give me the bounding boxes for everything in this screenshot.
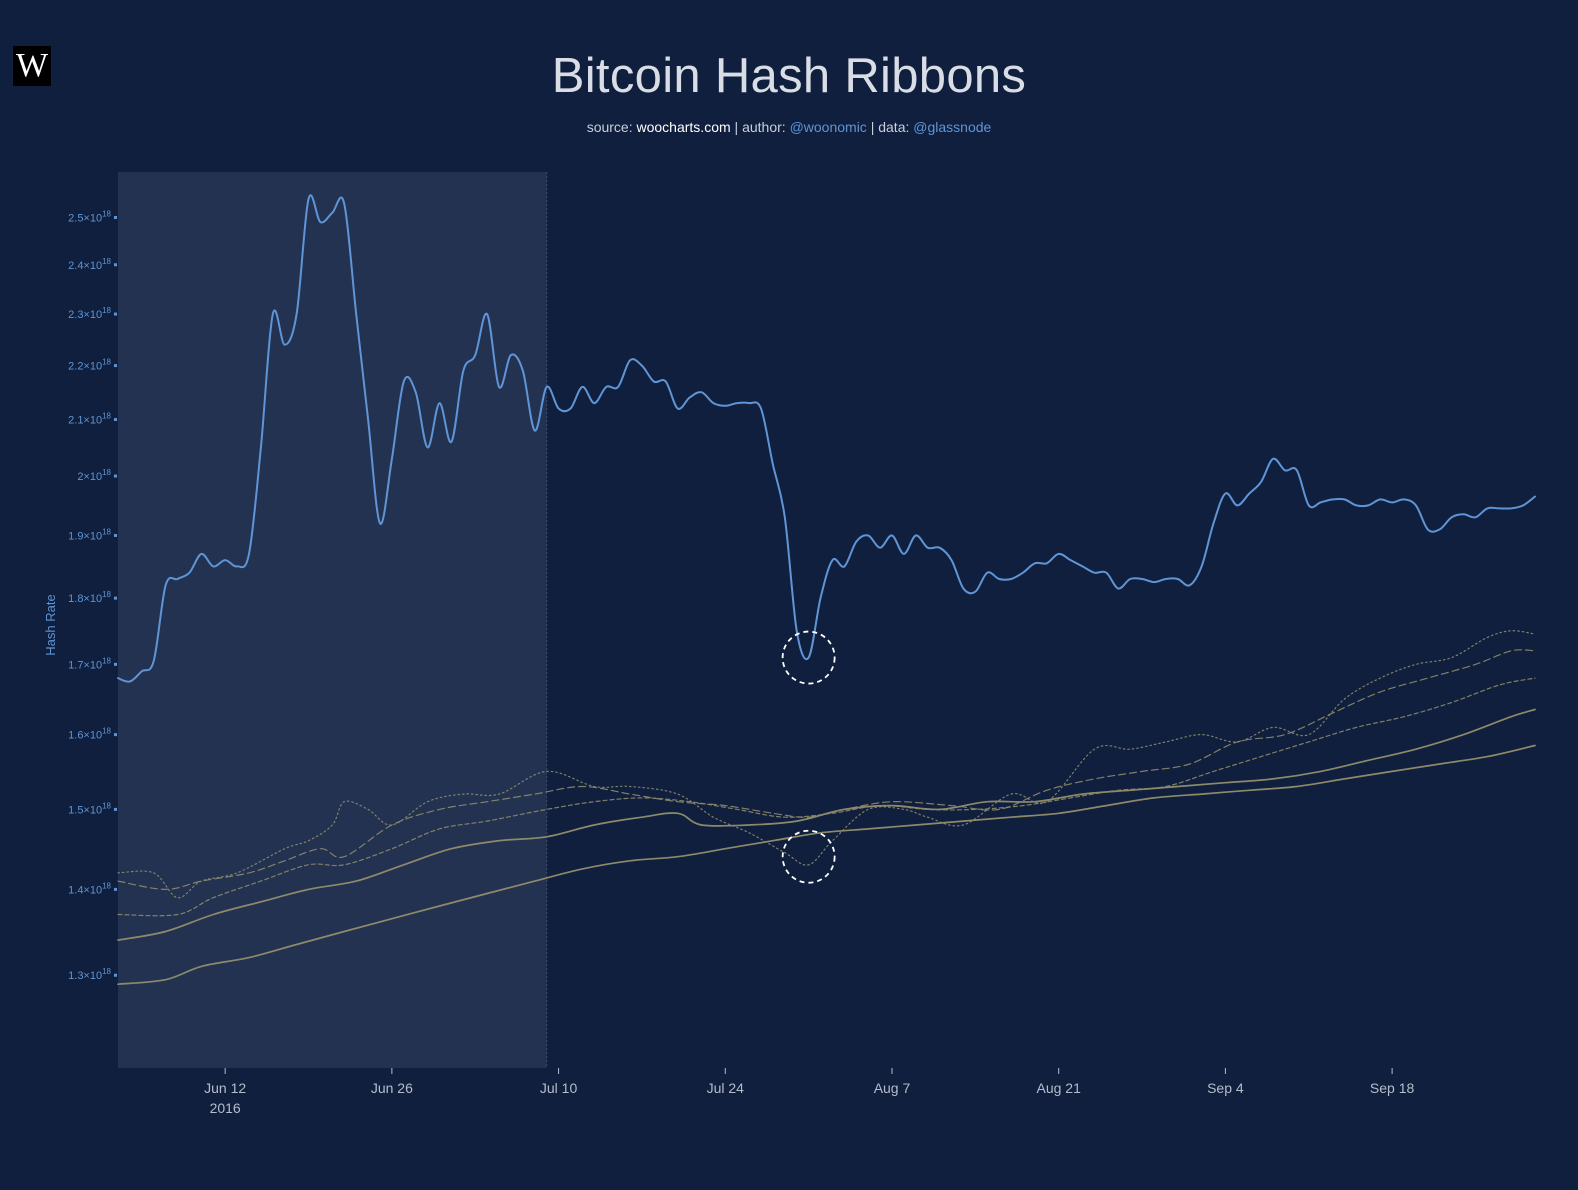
chart-title: Bitcoin Hash Ribbons: [551, 49, 1027, 103]
x-tick-label: Jul 10: [540, 1080, 578, 1096]
source-label: source:: [586, 119, 637, 135]
x-tick-label: Sep 4: [1207, 1080, 1244, 1096]
y-tick-label: 2.5×1018: [68, 209, 111, 224]
chart-subtitle: source: woocharts.com | author: @woonomi…: [0, 119, 1578, 135]
y-tick-mark: [114, 364, 117, 368]
y-tick-label: 2.1×1018: [68, 411, 111, 426]
y-tick-mark: [114, 263, 117, 267]
x-axis: Jun 12 2016 Jun 26 Jul 10 Jul 24 Aug 7 Aug 21 S…: [204, 1068, 1415, 1116]
highlight-circle-1: [781, 630, 836, 685]
hash-rate-line: [117, 194, 1536, 683]
shaded-region: [118, 172, 547, 1068]
highlight-circle-2: [781, 829, 836, 884]
y-tick-label: 2.3×1018: [68, 306, 111, 321]
moving-average-line-3: [117, 677, 1536, 917]
data-label: | data:: [866, 119, 914, 135]
x-tick-label: Aug 7: [874, 1080, 911, 1096]
y-axis-label: Hash Rate: [43, 594, 58, 655]
moving-average-line-5: [117, 744, 1536, 986]
shaded-region-layer: [118, 172, 548, 1068]
x-tick-label: Sep 18: [1370, 1080, 1415, 1096]
author-link[interactable]: @woonomic: [789, 119, 867, 135]
moving-average-line-1: [117, 630, 1536, 899]
hash-rate-layer: [117, 194, 1536, 683]
y-tick-label: 1.3×1018: [68, 967, 111, 982]
y-tick-label: 1.7×1018: [68, 656, 111, 671]
y-tick-label: 1.8×1018: [68, 590, 111, 605]
y-tick-mark: [114, 733, 117, 737]
y-tick-mark: [114, 662, 117, 666]
x-tick-label: Aug 21: [1037, 1080, 1082, 1096]
data-link[interactable]: @glassnode: [913, 119, 992, 135]
y-tick-mark: [114, 596, 117, 600]
moving-average-line-4: [117, 708, 1536, 941]
y-tick-label: 1.9×1018: [68, 527, 111, 542]
marker-layer: [781, 630, 836, 884]
y-tick-mark: [114, 474, 117, 478]
x-tick-label: Jun 26: [371, 1080, 413, 1096]
y-tick-mark: [114, 807, 117, 811]
y-tick-mark: [114, 417, 117, 421]
y-tick-label: 2×1018: [77, 468, 111, 483]
x-tick-label: Jun 12: [204, 1080, 246, 1096]
y-axis: 1.3×1018 1.4×1018 1.5×1018 1.6×1018 1.7×1018…: [68, 209, 117, 982]
y-tick-mark: [114, 215, 117, 219]
y-tick-label: 2.4×1018: [68, 257, 111, 272]
y-tick-label: 2.2×1018: [68, 358, 111, 373]
x-tick-label: Jul 24: [707, 1080, 745, 1096]
source-link[interactable]: woocharts.com: [636, 119, 731, 135]
y-tick-label: 1.5×1018: [68, 801, 111, 816]
y-tick-mark: [114, 973, 117, 977]
y-tick-mark: [114, 533, 117, 537]
y-tick-label: 1.4×1018: [68, 881, 111, 896]
author-label: | author:: [730, 119, 790, 135]
y-tick-mark: [114, 312, 117, 316]
moving-average-line-2: [117, 649, 1536, 890]
moving-average-layer: [117, 630, 1536, 986]
x-tick-year-label: 2016: [210, 1100, 241, 1116]
woocharts-logo: W: [13, 46, 51, 86]
y-tick-label: 1.6×1018: [68, 727, 111, 742]
y-tick-mark: [114, 887, 117, 891]
